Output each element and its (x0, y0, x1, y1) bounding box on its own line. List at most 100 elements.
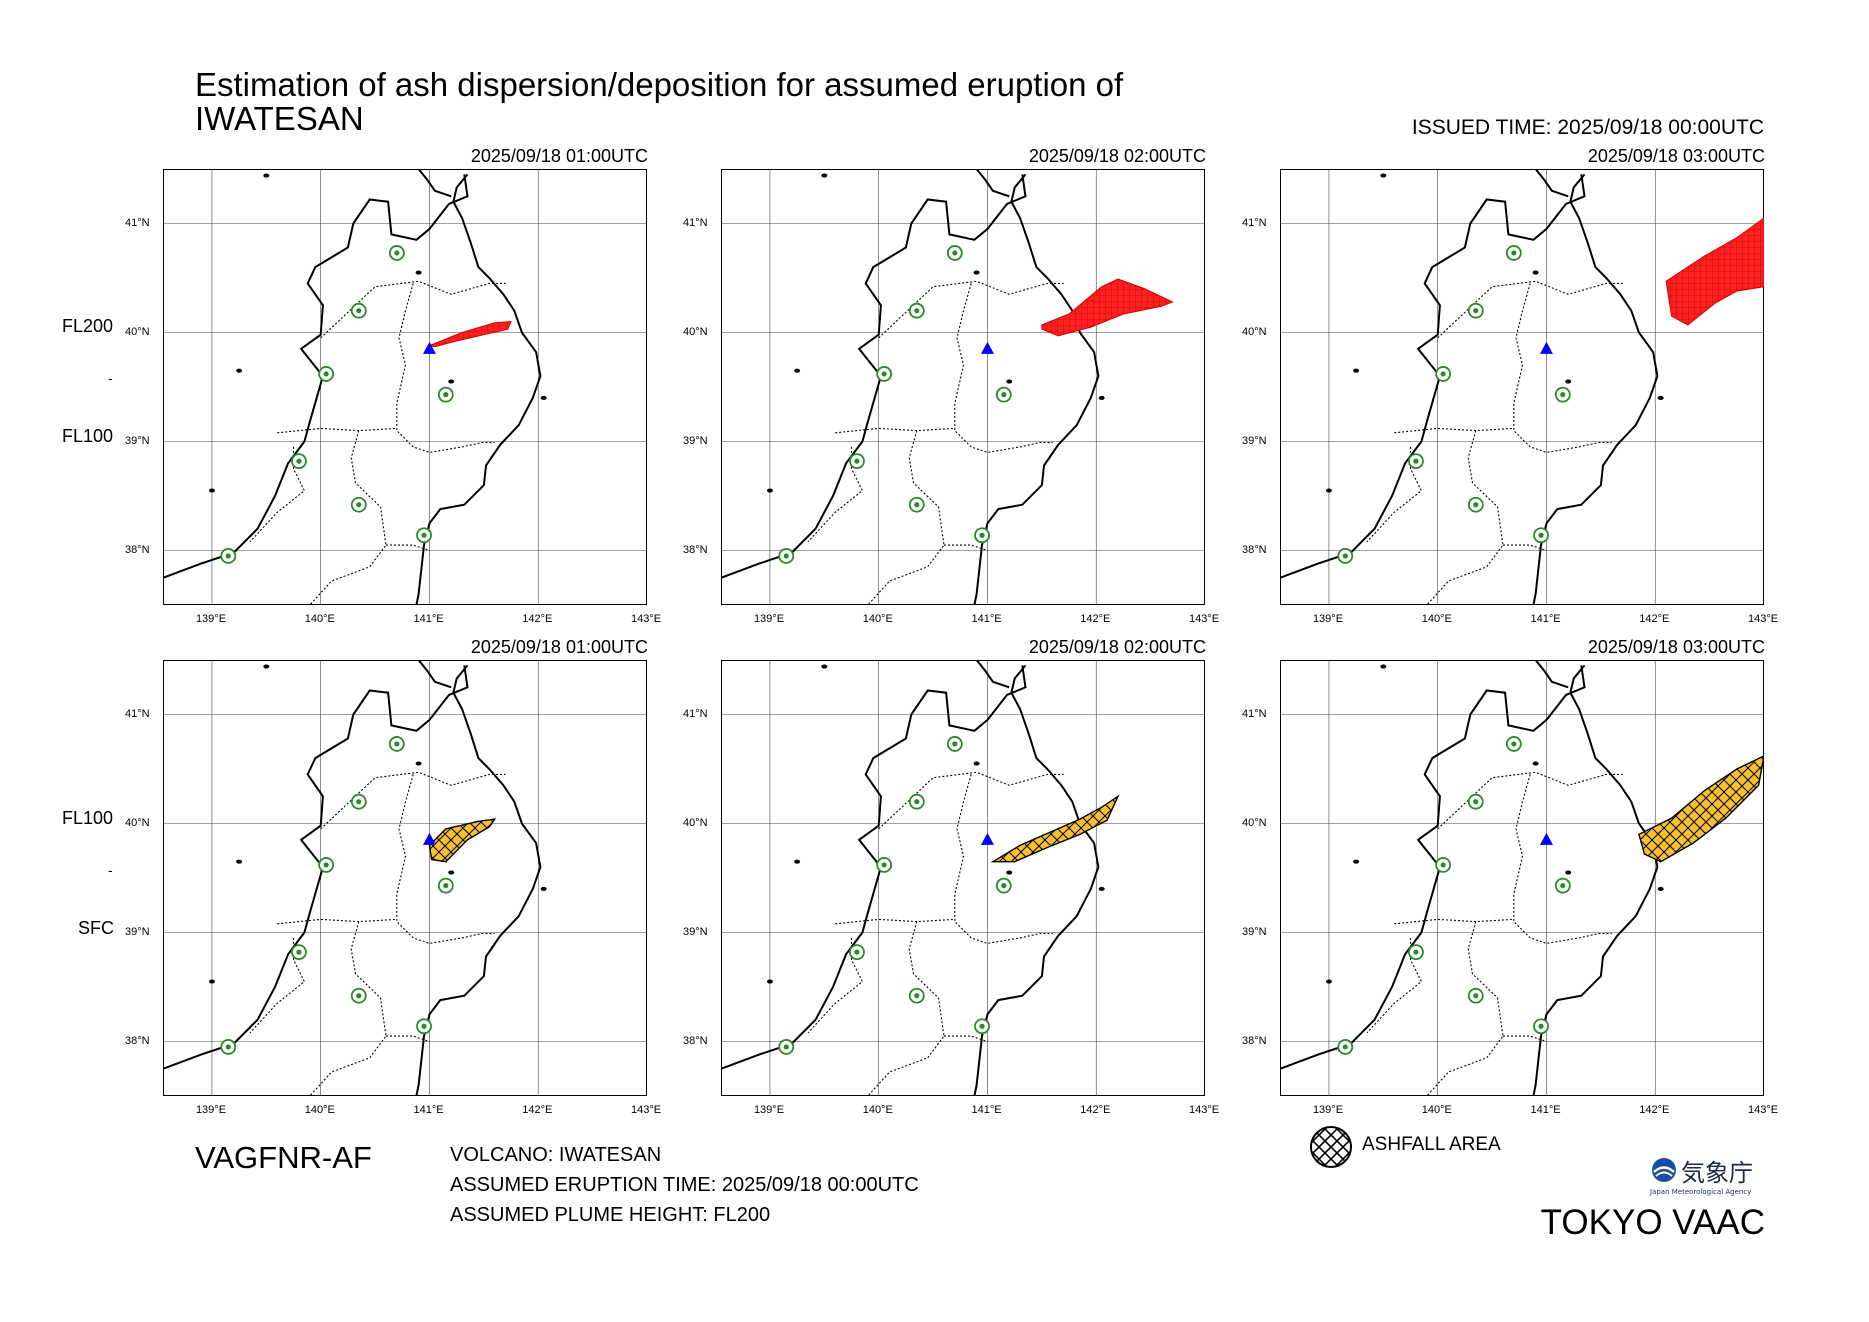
volcano-station-marker (350, 793, 367, 810)
volcano-station-marker (1554, 386, 1571, 403)
volcano-station-marker (778, 1039, 795, 1055)
map-frame (1280, 169, 1764, 605)
prefecture-boundary (1437, 280, 1623, 339)
volcano-station-marker (350, 302, 367, 319)
volcano-station-marker (1435, 857, 1452, 873)
prefecture-boundary (1426, 921, 1504, 1096)
lat-tick-label: 39°N (125, 434, 150, 447)
lon-tick-label: 140°E (1421, 1104, 1452, 1116)
lon-tick-label: 139°E (195, 1104, 227, 1116)
chart-title-line1: Estimation of ash dispersion/deposition … (195, 66, 1124, 103)
lat-tick-label: 38°N (1242, 1034, 1267, 1047)
map-svg (1280, 660, 1764, 1096)
island (766, 488, 773, 493)
volcano-station-marker (416, 1018, 432, 1035)
eruption-time-info: ASSUMED ERUPTION TIME: 2025/09/18 00:00U… (450, 1174, 919, 1196)
island (1565, 870, 1572, 875)
volcano-marker (980, 341, 994, 354)
coastline-north (1534, 169, 1569, 198)
volcano-info: VOLCANO: IWATESAN (450, 1144, 662, 1166)
lon-tick-label: 139°E (1312, 613, 1344, 625)
lat-tick-label: 41°N (125, 216, 150, 229)
row1-top-level: FL200 (62, 316, 114, 336)
volcano-station-marker (437, 877, 454, 894)
prefecture-boundary (386, 544, 430, 552)
island (1657, 395, 1664, 400)
volcano-station-marker (1533, 1018, 1549, 1035)
island (1532, 761, 1539, 766)
island (766, 979, 773, 984)
coastline-west (721, 665, 1027, 1070)
island (208, 979, 215, 984)
volcano-station-marker (908, 302, 925, 319)
row2-level-separator: - (108, 862, 113, 878)
volcano-station-marker (318, 366, 335, 382)
map-frame (721, 169, 1205, 605)
vaac-name: TOKYO VAAC (1540, 1203, 1765, 1242)
prefecture-boundary (867, 921, 945, 1096)
lon-tick-label: 141°E (1530, 613, 1561, 625)
lat-tick-label: 40°N (683, 325, 708, 338)
prefecture-boundary (1394, 427, 1514, 434)
lon-tick-label: 143°E (631, 613, 662, 625)
lon-tick-label: 142°E (1639, 1104, 1670, 1116)
coastline-east (1532, 173, 1659, 605)
map-panel-4 (163, 660, 647, 1096)
volcano-station-marker (388, 736, 405, 752)
lat-tick-label: 38°N (683, 543, 708, 556)
coastline-west (1280, 665, 1586, 1070)
ash-cloud-area (427, 321, 512, 348)
map-svg (1280, 169, 1764, 605)
volcano-marker (1539, 341, 1553, 354)
row2-top-level: FL100 (62, 808, 114, 828)
panel-time-4: 2025/09/18 01:00UTC (470, 637, 648, 657)
volcano-station-marker (974, 527, 990, 544)
volcano-station-marker (1533, 527, 1549, 544)
map-svg (163, 660, 647, 1096)
coastline-east (973, 173, 1100, 605)
prefecture-boundary (1503, 544, 1547, 552)
volcano-station-marker (1408, 453, 1424, 470)
lon-tick-label: 142°E (522, 1104, 553, 1116)
lat-tick-label: 38°N (1242, 543, 1267, 556)
volcano-station-marker (1467, 793, 1484, 810)
island (1657, 886, 1664, 891)
lat-tick-label: 40°N (125, 325, 150, 338)
prefecture-boundary (944, 1035, 988, 1043)
map-svg (163, 169, 647, 605)
volcano-station-marker (849, 453, 865, 470)
island (540, 886, 547, 891)
coastline-north (975, 169, 1010, 198)
coastline-east (415, 173, 542, 605)
island (821, 173, 828, 178)
volcano-station-marker (876, 366, 893, 382)
lon-tick-label: 143°E (1748, 1104, 1779, 1116)
island (208, 488, 215, 493)
island (263, 173, 270, 178)
island (1098, 395, 1105, 400)
island (415, 761, 422, 766)
volcano-station-marker (1337, 548, 1354, 564)
map-panel-3 (1280, 169, 1764, 605)
lat-tick-label: 40°N (1242, 325, 1267, 338)
coastline-north (417, 169, 452, 198)
volcano-station-marker (908, 987, 925, 1004)
lon-tick-label: 141°E (413, 1104, 444, 1116)
lat-tick-label: 38°N (125, 1034, 150, 1047)
svg-text:気象庁: 気象庁 (1681, 1159, 1753, 1187)
island (1380, 173, 1387, 178)
volcano-station-marker (1467, 987, 1484, 1004)
volcano-marker (1539, 832, 1553, 845)
island (236, 859, 243, 864)
coastline-north (975, 660, 1010, 689)
lat-tick-label: 38°N (683, 1034, 708, 1047)
lon-tick-label: 141°E (971, 1104, 1002, 1116)
lon-tick-label: 140°E (304, 1104, 335, 1116)
map-panel-6 (1280, 660, 1764, 1096)
island (1098, 886, 1105, 891)
volcano-station-marker (388, 245, 405, 261)
volcano-station-marker (974, 1018, 990, 1035)
volcano-station-marker (291, 944, 307, 961)
coastline-east (415, 664, 542, 1096)
volcano-station-marker (946, 245, 963, 261)
